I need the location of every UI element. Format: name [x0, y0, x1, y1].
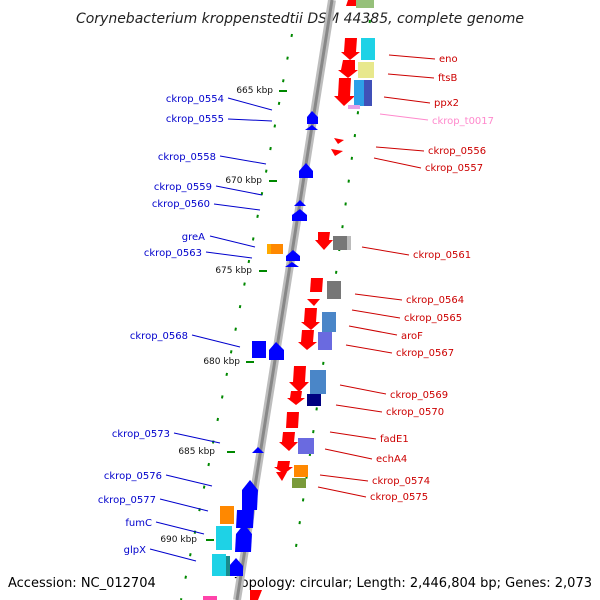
- gene-label-echa4[interactable]: echA4: [376, 454, 407, 465]
- gene-label-ftsb[interactable]: ftsB: [438, 73, 457, 84]
- kbp-label-670: 670 kbp: [225, 176, 262, 186]
- gene-label-ckrop-0564[interactable]: ckrop_0564: [406, 295, 464, 306]
- gene-label-ckrop-0563[interactable]: ckrop_0563: [144, 248, 202, 259]
- gene-label-ckrop-0559[interactable]: ckrop_0559: [154, 182, 212, 193]
- guide-tracks: [180, 19, 371, 600]
- gene-label-ckrop-0575[interactable]: ckrop_0575: [370, 492, 428, 503]
- kbp-label-680: 680 kbp: [203, 357, 240, 367]
- minus-strand-genes: [229, 111, 318, 576]
- gene-label-ppx2[interactable]: ppx2: [434, 98, 459, 109]
- gene-label-ckrop-0569[interactable]: ckrop_0569: [390, 390, 448, 401]
- gene-label-eno[interactable]: eno: [439, 54, 458, 65]
- kbp-labels: 665 kbp 670 kbp 675 kbp 680 kbp 685 kbp …: [160, 86, 273, 545]
- gene-label-ckrop-0576[interactable]: ckrop_0576: [104, 471, 162, 482]
- kbp-label-690: 690 kbp: [160, 535, 197, 545]
- trna-leader-line: [379, 113, 429, 121]
- left-gene-labels: ckrop_0554 ckrop_0555 ckrop_0558 ckrop_0…: [98, 94, 224, 556]
- feature-glyphs: [203, 0, 375, 600]
- right-leader-lines: [317, 54, 436, 498]
- gene-label-ckrop-0554[interactable]: ckrop_0554: [166, 94, 224, 105]
- left-leader-lines: [149, 97, 273, 562]
- gene-label-ckrop-0555[interactable]: ckrop_0555: [166, 114, 224, 125]
- gene-label-ckrop-0558[interactable]: ckrop_0558: [158, 152, 216, 163]
- gene-label-grea[interactable]: greA: [182, 232, 205, 243]
- genome-summary-text: Topology: circular; Length: 2,446,804 bp…: [234, 576, 592, 591]
- gene-label-ckrop-0565[interactable]: ckrop_0565: [404, 313, 462, 324]
- kbp-label-675: 675 kbp: [215, 266, 252, 276]
- kbp-label-665: 665 kbp: [236, 86, 273, 96]
- gene-label-fumc[interactable]: fumC: [125, 518, 152, 529]
- gene-label-glpx[interactable]: glpX: [124, 545, 146, 556]
- gene-label-ckrop-t0017[interactable]: ckrop_t0017: [432, 116, 494, 127]
- kbp-label-685: 685 kbp: [178, 447, 215, 457]
- kbp-ticks: [206, 90, 287, 541]
- gene-label-arof[interactable]: aroF: [401, 331, 423, 342]
- gene-label-ckrop-0577[interactable]: ckrop_0577: [98, 495, 156, 506]
- gene-label-ckrop-0570[interactable]: ckrop_0570: [386, 407, 444, 418]
- gene-label-ckrop-0574[interactable]: ckrop_0574: [372, 476, 430, 487]
- gene-label-fade1[interactable]: fadE1: [380, 434, 409, 445]
- map-title: Corynebacterium kroppenstedtii DSM 44385…: [76, 11, 524, 27]
- plus-strand-genes: [274, 0, 362, 481]
- gene-label-ckrop-0567[interactable]: ckrop_0567: [396, 348, 454, 359]
- gene-label-ckrop-0573[interactable]: ckrop_0573: [112, 429, 170, 440]
- gene-label-ckrop-0556[interactable]: ckrop_0556: [428, 146, 486, 157]
- accession-text: Accession: NC_012704: [8, 576, 156, 591]
- right-gene-labels: eno ftsB ppx2 ckrop_t0017 ckrop_0556 ckr…: [370, 54, 494, 503]
- gene-label-ckrop-0568[interactable]: ckrop_0568: [130, 331, 188, 342]
- gene-label-ckrop-0557[interactable]: ckrop_0557: [425, 163, 483, 174]
- gene-label-ckrop-0560[interactable]: ckrop_0560: [152, 199, 210, 210]
- gene-label-ckrop-0561[interactable]: ckrop_0561: [413, 250, 471, 261]
